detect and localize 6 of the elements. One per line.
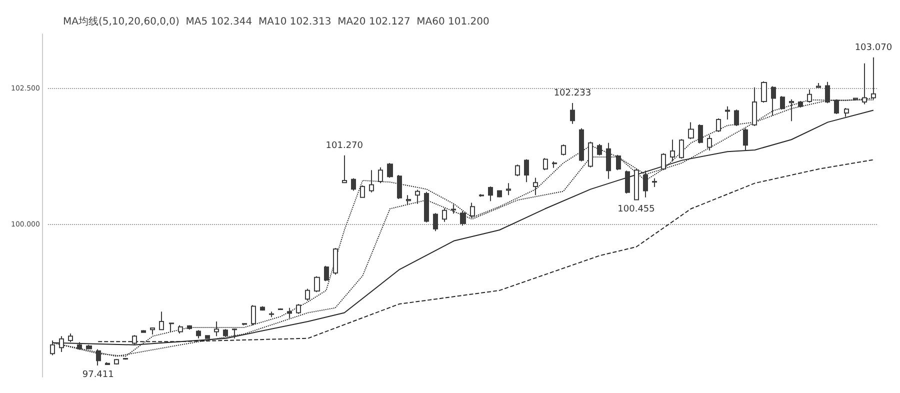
text: 100.455: [618, 204, 655, 214]
text: 103.070: [854, 42, 892, 53]
text: 101.270: [326, 140, 364, 151]
text: 97.411: [82, 370, 114, 380]
text: 102.233: [554, 88, 592, 98]
chart-subtitle: MA均线(5,10,20,60,0,0) MA5 102.344 MA10 102.313 MA20 102.127 MA60 101.200: [63, 16, 490, 28]
